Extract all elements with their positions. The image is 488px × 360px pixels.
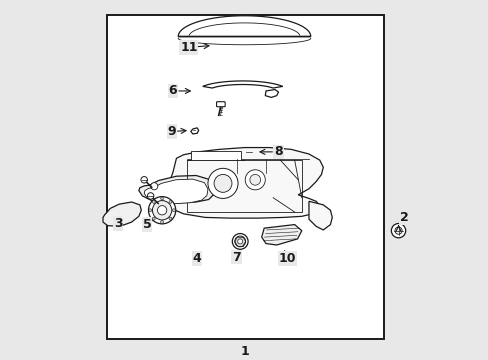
Circle shape [214,175,231,192]
Circle shape [161,197,163,200]
Text: 3: 3 [114,217,122,230]
Circle shape [169,217,172,220]
Circle shape [249,175,260,185]
Bar [106,15,384,339]
Polygon shape [243,149,254,155]
Polygon shape [165,148,323,218]
Text: 6: 6 [168,85,177,98]
Circle shape [141,176,147,183]
Circle shape [207,168,238,198]
Text: 9: 9 [167,125,176,138]
Circle shape [152,201,171,220]
Circle shape [148,197,175,224]
Circle shape [394,227,401,234]
FancyBboxPatch shape [216,102,224,107]
Bar [187,160,301,212]
Text: 10: 10 [278,252,296,265]
Circle shape [150,183,158,190]
Polygon shape [178,16,310,36]
Circle shape [152,201,155,203]
Circle shape [152,217,155,220]
Circle shape [148,209,151,212]
Text: 1: 1 [240,345,248,357]
Polygon shape [103,202,141,226]
Polygon shape [203,81,282,88]
Polygon shape [139,176,215,203]
Polygon shape [308,201,331,230]
Polygon shape [144,179,207,204]
Circle shape [172,209,175,212]
Polygon shape [264,90,278,98]
Circle shape [161,221,163,224]
Text: 4: 4 [192,252,201,265]
Polygon shape [261,225,301,245]
Circle shape [169,201,172,203]
Circle shape [244,170,264,190]
Bar [190,151,241,160]
Text: 11: 11 [180,41,197,54]
Circle shape [147,193,154,199]
Circle shape [234,236,245,247]
Circle shape [390,224,405,238]
Circle shape [237,239,242,244]
Circle shape [232,234,247,249]
Text: 2: 2 [399,211,407,224]
Circle shape [157,206,166,215]
Text: 8: 8 [274,145,282,158]
Text: 5: 5 [142,218,151,231]
Polygon shape [190,128,198,134]
Text: 7: 7 [232,251,241,264]
